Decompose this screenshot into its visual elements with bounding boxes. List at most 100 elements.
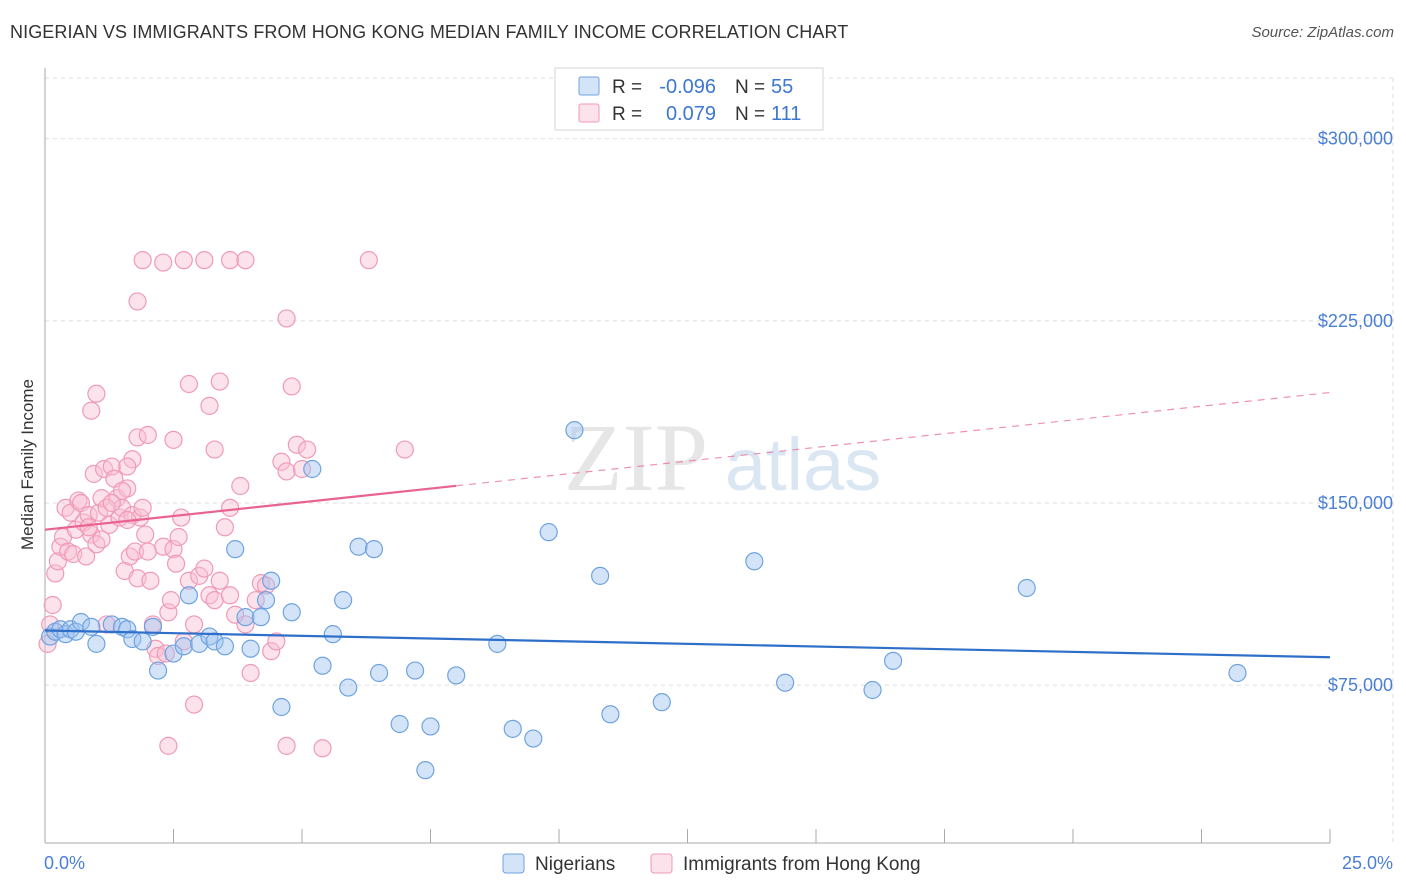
data-point — [262, 642, 281, 661]
data-point — [164, 644, 183, 663]
stats-swatch — [578, 76, 600, 96]
data-point — [118, 457, 137, 476]
data-point — [143, 617, 163, 636]
data-point — [195, 251, 214, 270]
x-tick-labels: 0.0% 25.0% — [44, 853, 1393, 873]
data-point — [164, 430, 183, 449]
data-point — [251, 608, 270, 627]
x-tick-label: 25.0% — [1342, 853, 1393, 873]
data-point — [272, 452, 291, 471]
data-point — [591, 566, 610, 585]
data-point — [1017, 578, 1036, 598]
data-point — [359, 251, 378, 270]
y-tick-label: $75,000 — [1328, 675, 1393, 695]
data-point — [184, 615, 204, 634]
scatter-points — [38, 251, 1247, 780]
stats-r-value: -0.096 — [659, 76, 716, 98]
data-point — [364, 540, 384, 559]
data-point — [82, 617, 101, 636]
trend-line — [44, 629, 1331, 659]
y-tick-label: $150,000 — [1318, 493, 1393, 513]
data-point — [565, 421, 584, 440]
bottom-legend: Nigerians Immigrants from Hong Kong — [502, 853, 921, 875]
data-point — [370, 663, 389, 683]
data-point — [161, 591, 181, 610]
data-point — [92, 530, 111, 549]
axes — [44, 68, 1331, 844]
data-point — [77, 547, 96, 566]
source-label: Source: ZipAtlas.com — [1251, 24, 1394, 41]
data-point — [277, 736, 296, 755]
data-point — [215, 637, 234, 656]
data-point — [416, 761, 435, 780]
data-point — [488, 634, 507, 653]
data-point — [503, 719, 522, 738]
x-tick-label: 0.0% — [44, 853, 85, 873]
data-point — [138, 425, 157, 445]
data-point — [154, 253, 173, 272]
legend-label: Immigrants from Hong Kong — [683, 854, 921, 875]
data-point — [43, 595, 62, 615]
data-point — [226, 540, 245, 559]
stats-r-label: R = — [612, 104, 642, 125]
chart-title: NIGERIAN VS IMMIGRANTS FROM HONG KONG ME… — [10, 22, 849, 42]
data-point — [205, 591, 224, 610]
data-point — [166, 554, 186, 573]
data-point — [128, 292, 147, 311]
data-point — [236, 251, 255, 270]
data-point — [601, 705, 620, 724]
legend-label: Nigerians — [535, 854, 615, 875]
data-point — [141, 571, 160, 590]
data-point — [41, 627, 60, 646]
data-point — [298, 440, 317, 459]
data-point — [339, 678, 358, 697]
data-point — [256, 591, 276, 610]
data-point — [92, 489, 111, 508]
data-point — [190, 634, 209, 653]
stats-n-label: N = — [735, 77, 765, 98]
data-point — [231, 476, 250, 496]
data-point — [136, 525, 155, 544]
data-point — [236, 608, 255, 627]
data-point — [323, 625, 342, 644]
data-point — [287, 435, 306, 454]
data-point — [82, 525, 101, 544]
data-point — [210, 571, 229, 590]
data-point — [179, 571, 199, 590]
data-point — [112, 481, 132, 500]
data-point — [200, 586, 219, 605]
y-tick-label: $225,000 — [1318, 311, 1393, 331]
data-point — [539, 523, 558, 542]
data-point — [447, 666, 466, 685]
watermark-atlas: atlas — [725, 423, 881, 506]
data-point — [97, 498, 116, 517]
data-point — [256, 576, 276, 595]
data-point — [313, 656, 332, 675]
data-point — [313, 739, 332, 758]
data-point — [133, 498, 152, 517]
trend-line-dashed — [456, 391, 1331, 487]
data-point — [282, 377, 301, 396]
data-point — [390, 714, 409, 734]
data-point — [69, 491, 88, 510]
data-point — [334, 591, 353, 610]
data-point — [215, 518, 234, 537]
watermark-zip: ZIP — [564, 404, 708, 511]
data-point — [120, 547, 139, 566]
data-point — [241, 663, 260, 683]
data-point — [172, 508, 191, 527]
legend-swatch — [502, 853, 525, 874]
data-point — [179, 586, 199, 605]
data-point — [200, 627, 219, 646]
data-point — [292, 459, 312, 479]
stats-swatch — [578, 103, 600, 123]
data-point — [156, 644, 175, 663]
trend-line — [44, 484, 457, 531]
data-point — [303, 459, 322, 479]
y-tick-labels: $75,000 $150,000 $225,000 $300,000 — [1318, 129, 1393, 695]
stats-r-label: R = — [612, 77, 642, 98]
data-point — [97, 615, 116, 634]
stats-box-frame — [554, 67, 824, 131]
data-point — [148, 661, 168, 680]
